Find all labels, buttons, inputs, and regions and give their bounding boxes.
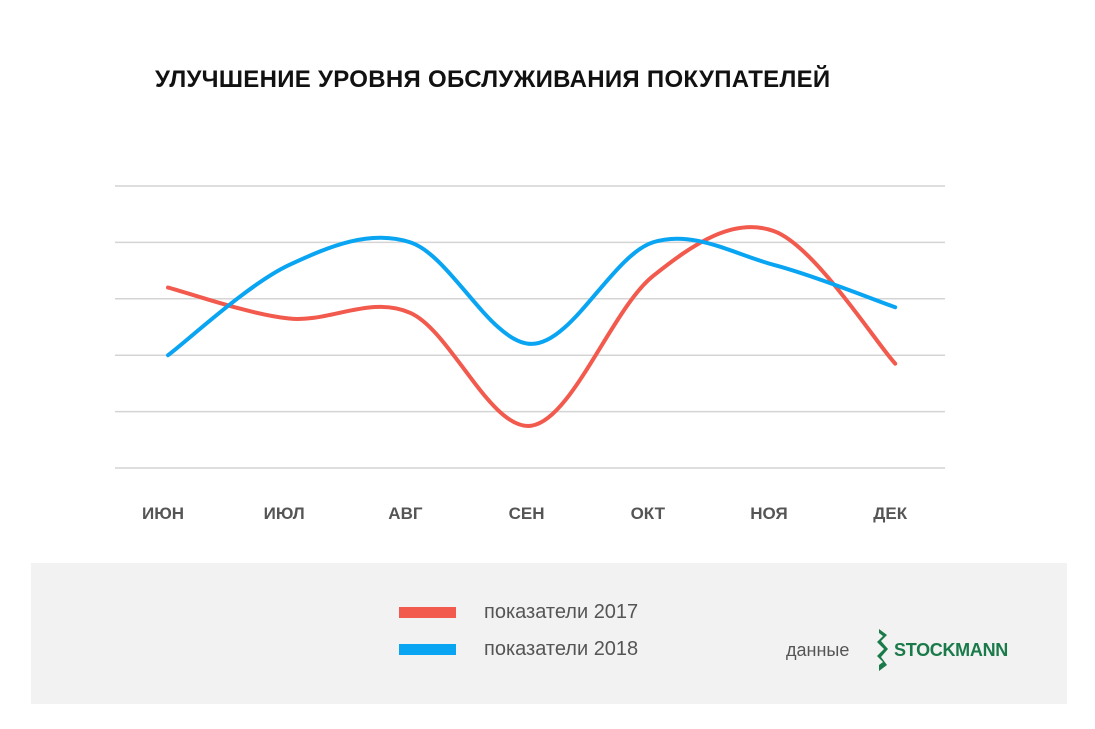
x-tick-label: ДЕК [873,504,907,523]
x-tick-label: ОКТ [631,504,666,523]
legend-label: показатели 2018 [484,638,639,660]
legend-label: показатели 2017 [484,601,639,623]
x-tick-label: ИЮЛ [264,504,305,523]
stockmann-logo: STOCKMANN [876,629,1008,671]
series-line-0 [166,225,898,428]
chart-title: УЛУЧШЕНИЕ УРОВНЯ ОБСЛУЖИВАНИЯ ПОКУПАТЕЛЕ… [155,66,831,93]
legend-item-2018: показатели 2018 [399,638,638,661]
legend: показатели 2017 показатели 2018 данные S… [31,563,1067,704]
line-chart: ИЮН ИЮЛ АВГ СЕН ОКТ НОЯ ДЕК [115,185,945,523]
legend-swatch-2018 [399,644,456,655]
x-tick-label: СЕН [509,504,545,523]
legend-item-2017: показатели 2017 [399,601,638,624]
x-tick-label: АВГ [388,504,423,523]
series-line-1 [166,235,898,358]
legend-swatch-2017 [399,607,456,618]
x-tick-label: НОЯ [750,504,788,523]
source-label: данные [786,640,850,660]
x-tick-label: ИЮН [142,504,184,523]
stockmann-s-icon [877,629,888,671]
